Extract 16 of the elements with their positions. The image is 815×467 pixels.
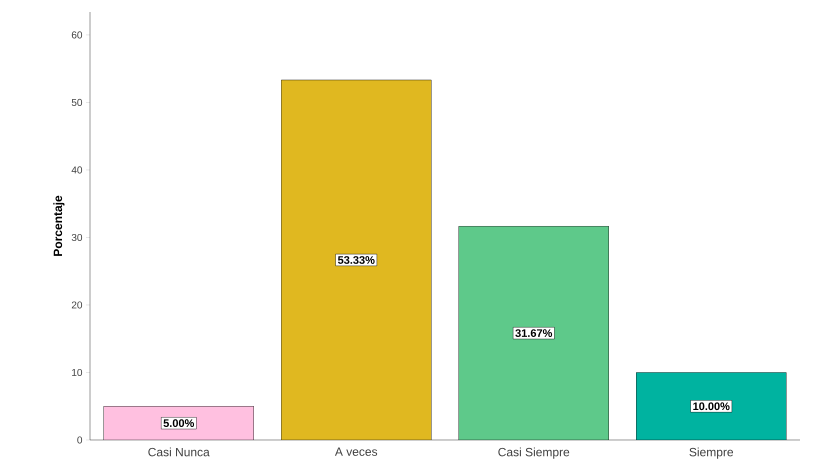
data-label: 10.00% — [693, 402, 730, 410]
y-tick-label: 50 — [72, 98, 82, 106]
y-tick-label: 20 — [72, 301, 82, 309]
y-tick-label: 40 — [72, 166, 82, 174]
y-tick-label: 10 — [72, 368, 82, 376]
x-tick-label: Casi Nunca — [148, 448, 210, 456]
x-tick-label: Casi Siempre — [498, 448, 570, 459]
y-tick-label: 60 — [72, 31, 82, 38]
data-label: 53.33% — [338, 256, 375, 264]
data-label: 31.67% — [515, 329, 552, 338]
y-tick-label: 30 — [72, 234, 82, 242]
y-axis-title: Porcentaje — [53, 196, 64, 256]
data-label: 5.00% — [164, 419, 194, 428]
y-tick-label: 0 — [77, 436, 82, 444]
x-tick-label: A veces — [334, 448, 378, 456]
x-tick-label: Siempre — [689, 448, 734, 459]
